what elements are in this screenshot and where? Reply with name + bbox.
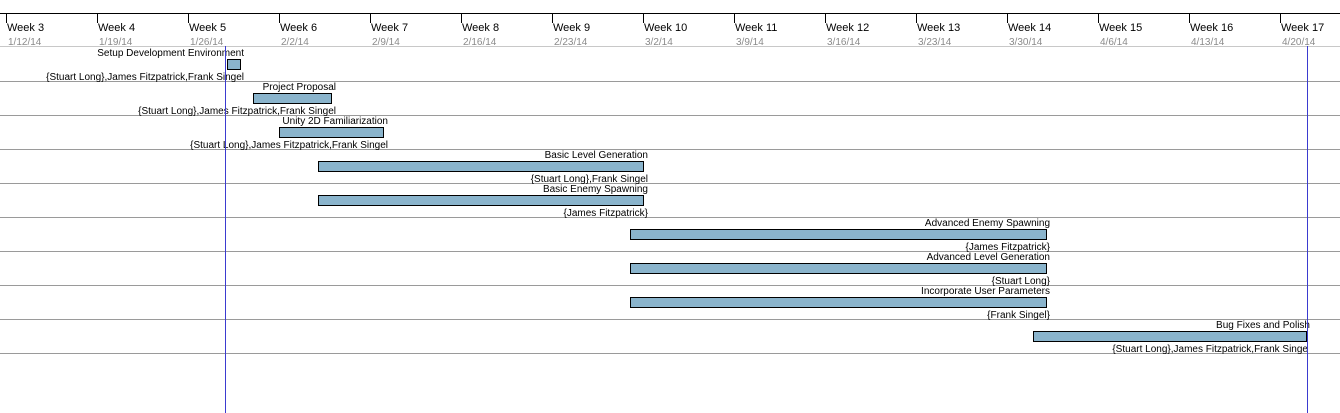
week-tick [1098,13,1099,23]
row-separator [0,251,1340,252]
week-label: Week 4 [98,22,136,34]
task-name-label: Setup Development Environment [97,48,244,59]
row-separator [0,183,1340,184]
task-name-label: Project Proposal [262,82,336,93]
week-tick [188,13,189,23]
week-date-label: 3/9/14 [736,37,764,48]
week-label: Week 16 [1190,22,1234,34]
week-label: Week 9 [553,22,591,34]
task-bar[interactable] [279,127,384,138]
task-bar[interactable] [630,297,1047,308]
week-label: Week 10 [644,22,688,34]
week-date-label: 4/20/14 [1282,37,1316,48]
week-label: Week 13 [917,22,961,34]
week-date-label: 4/13/14 [1191,37,1225,48]
task-resource-label: {Frank Singel} [987,310,1050,321]
week-date-label: 3/23/14 [918,37,952,48]
task-name-label: Basic Level Generation [544,150,648,161]
week-date-label: 1/19/14 [99,37,133,48]
row-separator [0,217,1340,218]
week-label: Week 3 [7,22,45,34]
week-date-label: 3/16/14 [827,37,861,48]
task-resource-label: {Stuart Long},James Fitzpatrick,Frank Si… [190,140,388,151]
week-date-label: 3/30/14 [1009,37,1043,48]
row-separator [0,149,1340,150]
week-tick [6,13,7,23]
task-resource-label: {Stuart Long},James Fitzpatrick,Frank Si… [46,72,244,83]
week-tick [1189,13,1190,23]
task-resource-label: {James Fitzpatrick} [563,208,648,219]
week-tick [552,13,553,23]
week-date-label: 4/6/14 [1100,37,1128,48]
week-tick [97,13,98,23]
timescale-top-line [0,13,1340,14]
week-label: Week 6 [280,22,318,34]
task-name-label: Bug Fixes and Polish [1216,320,1310,331]
task-bar[interactable] [630,263,1047,274]
week-tick [370,13,371,23]
task-name-label: Advanced Enemy Spawning [924,218,1050,229]
row-separator [0,81,1340,82]
week-label: Week 14 [1008,22,1052,34]
project-end-marker-line [1307,46,1308,413]
week-date-label: 2/16/14 [463,37,497,48]
gantt-chart-body: Setup Development Environment {Stuart Lo… [0,46,1340,413]
week-tick [279,13,280,23]
task-name-label: Basic Enemy Spawning [542,184,648,195]
row-separator [0,319,1340,320]
week-label: Week 17 [1281,22,1325,34]
week-tick [916,13,917,23]
task-name-label: Advanced Level Generation [926,252,1050,263]
week-date-label: 2/2/14 [281,37,309,48]
task-resource-label: {Stuart Long},James Fitzpatrick,Frank Si… [1112,344,1308,355]
timescale-header: Week 3 1/12/14 Week 4 1/19/14 Week 5 1/2… [0,0,1340,48]
task-resource-label: {Stuart Long} [991,276,1050,287]
week-tick [461,13,462,23]
week-tick [734,13,735,23]
week-date-label: 3/2/14 [645,37,673,48]
week-tick [1280,13,1281,23]
week-label: Week 7 [371,22,409,34]
task-resource-label: {James Fitzpatrick} [965,242,1050,253]
task-bar[interactable] [253,93,332,104]
week-label: Week 11 [735,22,778,34]
week-tick [643,13,644,23]
week-tick [825,13,826,23]
row-separator [0,285,1340,286]
week-label: Week 8 [462,22,500,34]
week-date-label: 2/23/14 [554,37,588,48]
task-name-label: Incorporate User Parameters [921,286,1050,297]
task-resource-label: {Stuart Long},James Fitzpatrick,Frank Si… [138,106,336,117]
task-resource-label: {Stuart Long},Frank Singel [530,174,648,185]
week-date-label: 1/26/14 [190,37,224,48]
task-bar[interactable] [318,161,644,172]
week-tick [1007,13,1008,23]
row-separator [0,115,1340,116]
task-bar[interactable] [630,229,1047,240]
task-bar[interactable] [318,195,644,206]
task-bar[interactable] [227,59,241,70]
row-separator [0,353,1340,354]
task-bar[interactable] [1033,331,1307,342]
week-date-label: 2/9/14 [372,37,400,48]
week-label: Week 15 [1099,22,1143,34]
week-date-label: 1/12/14 [8,37,42,48]
week-label: Week 5 [189,22,227,34]
week-label: Week 12 [826,22,870,34]
task-name-label: Unity 2D Familiarization [282,116,388,127]
today-marker-line [225,46,226,413]
